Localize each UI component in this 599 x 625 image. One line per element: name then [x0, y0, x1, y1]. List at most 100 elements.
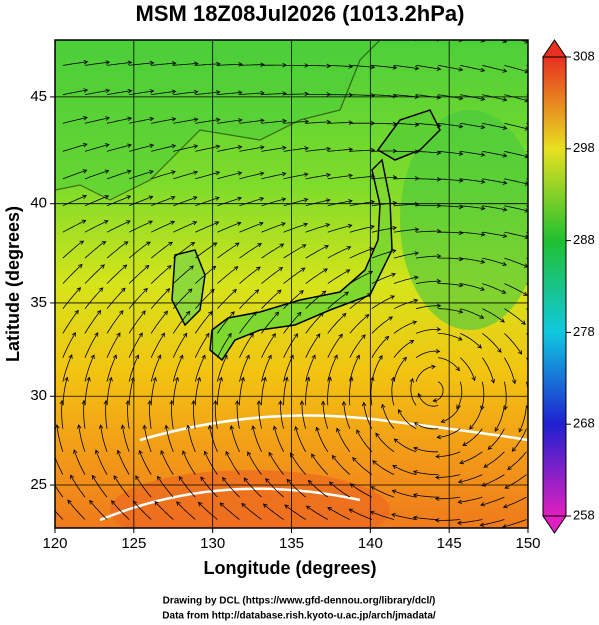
streamline-arrow: [282, 34, 286, 38]
streamline-arrow: [346, 246, 352, 251]
streamline-arrow: [348, 120, 354, 125]
streamline: [511, 428, 527, 452]
streamline-arrow: [240, 376, 245, 382]
streamline-arrow: [64, 376, 69, 382]
streamline-arrow: [96, 309, 102, 315]
streamline-arrow: [349, 483, 355, 488]
streamline-arrow: [245, 354, 250, 360]
streamline: [482, 283, 506, 294]
streamline: [371, 336, 389, 358]
streamline: [504, 231, 528, 238]
streamline: [458, 496, 483, 503]
isobar: [99, 487, 361, 522]
streamline: [105, 400, 108, 429]
streamline: [113, 475, 130, 498]
streamline-arrow: [120, 424, 126, 430]
streamline: [327, 507, 350, 520]
streamline-arrow: [234, 400, 240, 405]
streamline-arrow: [167, 265, 172, 270]
streamline: [217, 266, 239, 284]
streamline: [150, 288, 170, 309]
streamline: [150, 265, 172, 284]
streamline-arrow: [480, 232, 486, 237]
streamline: [173, 145, 198, 152]
streamline: [261, 222, 286, 233]
streamline-arrow: [105, 116, 111, 121]
streamline-arrow: [471, 376, 476, 382]
streamline: [89, 500, 108, 520]
x-tick-label: 145: [437, 535, 462, 552]
streamline: [483, 451, 505, 468]
streamline-arrow: [341, 312, 347, 318]
streamline-arrow: [458, 151, 464, 156]
streamline: [84, 310, 101, 334]
streamline-arrow: [370, 486, 376, 491]
streamline-arrow: [247, 451, 252, 457]
streamline-arrow: [436, 177, 442, 182]
streamline: [217, 289, 237, 309]
streamline-arrow: [414, 176, 420, 181]
streamline-arrow: [73, 449, 78, 455]
streamline: [151, 90, 176, 96]
streamline-arrow: [524, 234, 528, 240]
streamline-arrow: [436, 303, 442, 308]
streamline-arrow: [126, 169, 132, 175]
y-tick-label: 25: [30, 476, 47, 493]
streamline-arrow: [345, 269, 351, 274]
streamline: [381, 404, 395, 429]
streamline-arrow: [225, 450, 230, 456]
streamline-arrow: [237, 196, 242, 202]
streamline: [305, 245, 329, 259]
streamline-arrow: [150, 32, 154, 36]
streamline: [283, 290, 304, 309]
streamline: [413, 471, 439, 476]
streamline-arrow: [119, 310, 124, 315]
streamline: [84, 61, 110, 66]
streamline-arrow: [390, 295, 395, 300]
streamline-arrow: [267, 354, 272, 360]
streamline: [236, 400, 240, 429]
streamline: [370, 377, 374, 406]
streamline: [217, 377, 222, 406]
streamline: [151, 62, 176, 66]
streamline-arrow: [258, 221, 264, 227]
streamline: [305, 312, 324, 334]
streamline: [261, 267, 283, 284]
streamline-arrow: [307, 479, 313, 485]
streamline-arrow: [391, 272, 396, 278]
streamline-arrow: [149, 169, 154, 175]
streamline: [394, 438, 417, 453]
streamline-arrow: [436, 278, 442, 284]
streamline-arrow: [414, 251, 420, 256]
streamline-arrow: [301, 244, 307, 249]
streamline-arrow: [271, 333, 276, 338]
streamline: [482, 122, 507, 129]
streamline: [305, 377, 310, 406]
streamline-arrow: [458, 178, 464, 183]
streamline: [107, 33, 132, 35]
streamline: [438, 333, 463, 341]
streamline-arrow: [168, 241, 174, 246]
streamline: [349, 355, 360, 382]
streamline: [391, 513, 417, 520]
credit: Drawing by DCL (https://www.gfd-dennou.o…: [163, 596, 436, 607]
streamline-arrow: [367, 293, 372, 298]
streamline: [371, 65, 397, 69]
streamline: [128, 241, 151, 259]
streamline-arrow: [479, 522, 485, 527]
streamline-arrow: [82, 194, 87, 199]
streamline-arrow: [71, 331, 76, 337]
streamline: [305, 333, 321, 358]
streamline: [84, 144, 110, 152]
streamline: [504, 333, 522, 355]
streamline-arrow: [414, 227, 420, 232]
streamline-arrow: [348, 147, 354, 152]
streamline: [327, 269, 350, 284]
streamline: [173, 171, 198, 180]
streamline: [371, 94, 397, 97]
streamline-arrow: [480, 286, 485, 291]
streamline: [438, 308, 463, 313]
streamline: [265, 478, 284, 498]
streamline: [504, 205, 528, 212]
streamline-arrow: [436, 327, 442, 332]
